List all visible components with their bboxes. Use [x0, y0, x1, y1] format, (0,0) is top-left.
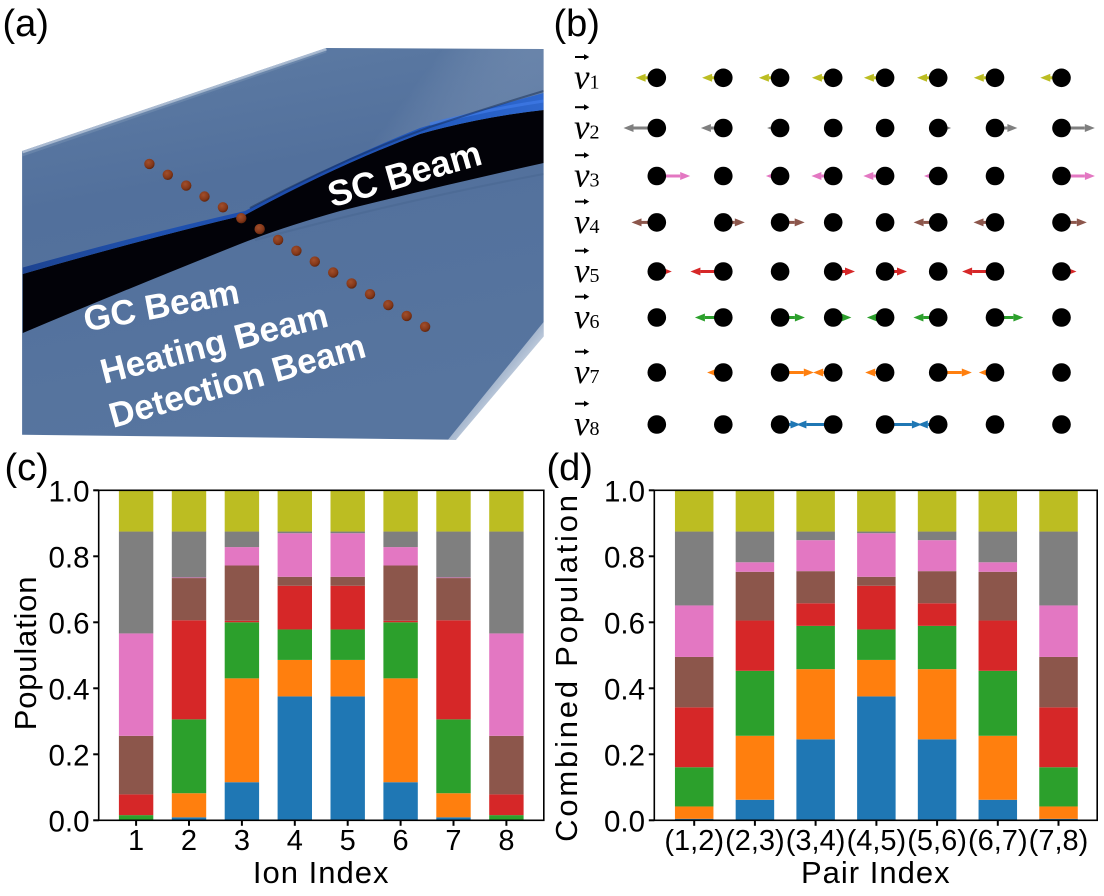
svg-text:0.0: 0.0	[604, 805, 645, 838]
svg-text:(c): (c)	[5, 447, 49, 489]
svg-text:(7,8): (7,8)	[1029, 825, 1089, 857]
svg-text:7: 7	[445, 825, 461, 857]
svg-text:v1: v1	[574, 58, 600, 97]
svg-text:Combined Population: Combined Population	[549, 492, 584, 842]
svg-text:1.0: 1.0	[48, 475, 89, 508]
svg-text:0.8: 0.8	[604, 541, 645, 574]
svg-text:(3,4): (3,4)	[786, 825, 846, 857]
svg-text:4: 4	[287, 825, 303, 857]
svg-text:5: 5	[340, 825, 356, 857]
svg-text:0.6: 0.6	[604, 607, 645, 640]
svg-text:0.8: 0.8	[48, 541, 89, 574]
svg-text:v5: v5	[574, 251, 600, 290]
svg-text:8: 8	[498, 825, 514, 857]
svg-text:v4: v4	[574, 202, 600, 241]
svg-text:0.2: 0.2	[48, 739, 89, 772]
svg-text:3: 3	[234, 825, 250, 857]
svg-text:(b): (b)	[554, 3, 600, 45]
svg-text:v7: v7	[574, 352, 600, 391]
svg-text:(5,6): (5,6)	[907, 825, 967, 857]
svg-text:(2,3): (2,3)	[725, 825, 785, 857]
svg-text:Population: Population	[8, 576, 43, 731]
svg-text:Ion Index: Ion Index	[253, 855, 390, 890]
svg-text:0.4: 0.4	[48, 673, 89, 706]
svg-text:(d): (d)	[547, 447, 593, 489]
svg-text:1: 1	[128, 825, 144, 857]
svg-text:(1,2): (1,2)	[664, 825, 724, 857]
svg-text:0.6: 0.6	[48, 607, 89, 640]
svg-text:0.2: 0.2	[604, 739, 645, 772]
svg-text:v6: v6	[574, 297, 600, 336]
svg-text:(a): (a)	[3, 3, 49, 45]
svg-text:0.0: 0.0	[48, 805, 89, 838]
svg-text:0.4: 0.4	[604, 673, 645, 706]
svg-text:v3: v3	[574, 156, 600, 195]
svg-text:1.0: 1.0	[604, 475, 645, 508]
svg-text:(6,7): (6,7)	[968, 825, 1028, 857]
svg-text:2: 2	[181, 825, 197, 857]
svg-text:v2: v2	[574, 108, 600, 147]
svg-text:(4,5): (4,5)	[847, 825, 907, 857]
svg-text:v8: v8	[574, 404, 600, 443]
svg-text:Pair Index: Pair Index	[801, 855, 951, 890]
svg-text:6: 6	[393, 825, 409, 857]
